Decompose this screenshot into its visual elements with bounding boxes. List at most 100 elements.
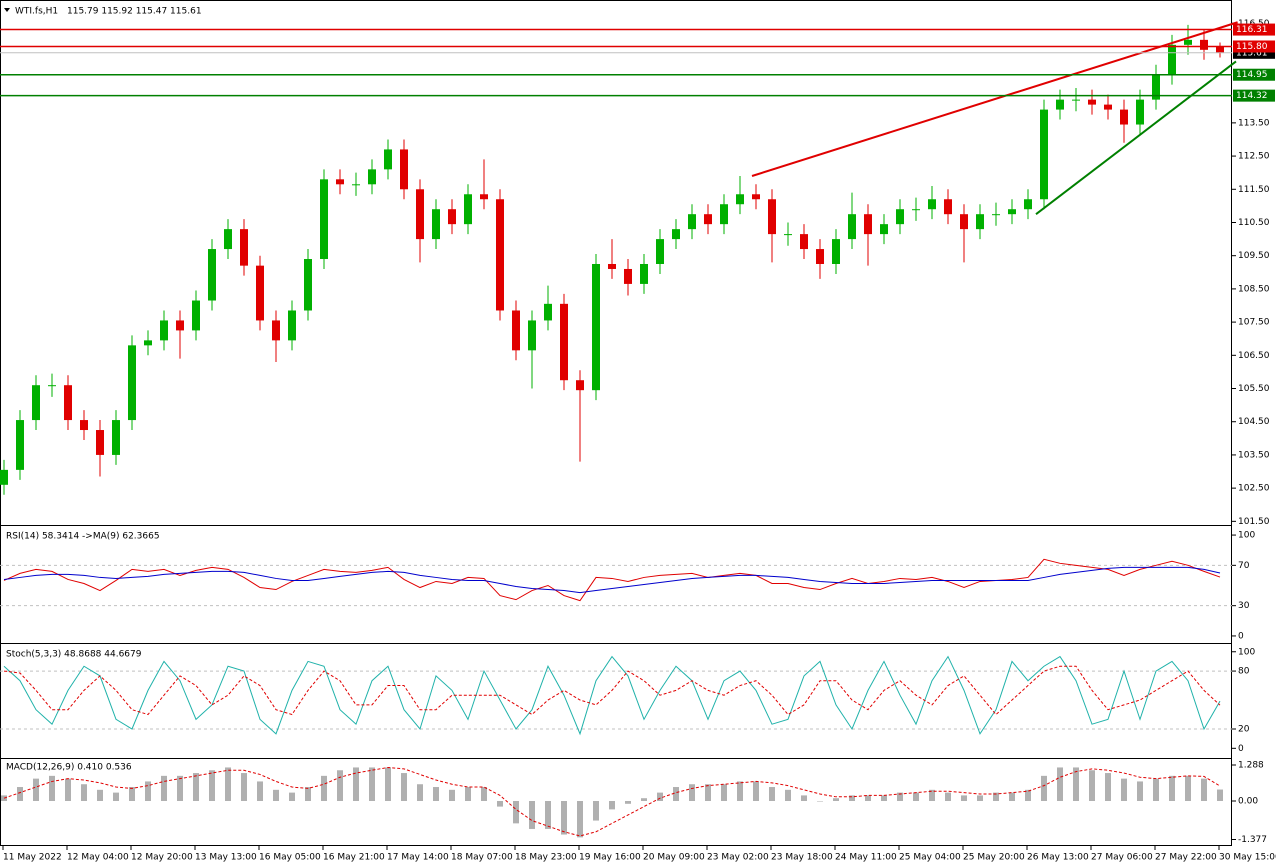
x-tick-label: 18 May 23:00 bbox=[515, 853, 577, 863]
candle-body bbox=[224, 229, 232, 250]
y-tick-label: 105.50 bbox=[1238, 384, 1270, 394]
histogram-bar bbox=[97, 789, 103, 802]
histogram-bar bbox=[81, 784, 87, 802]
histogram-bar bbox=[769, 787, 775, 802]
candle-body bbox=[640, 263, 648, 284]
histogram-bar bbox=[337, 770, 343, 802]
y-tick-label: 107.50 bbox=[1238, 318, 1270, 328]
y-tick-label: 112.50 bbox=[1238, 152, 1270, 162]
candle-body bbox=[752, 194, 760, 200]
candle-body bbox=[320, 179, 328, 260]
candle-body bbox=[256, 265, 264, 321]
level-box bbox=[1233, 40, 1275, 53]
candle-body bbox=[720, 204, 728, 225]
candle-body bbox=[768, 199, 776, 235]
histogram-bar bbox=[49, 775, 55, 802]
candle-body bbox=[960, 214, 968, 230]
level-box bbox=[1233, 68, 1275, 81]
menu-arrow[interactable] bbox=[4, 8, 10, 12]
y-tick-label: 100 bbox=[1238, 647, 1255, 657]
indicator-line bbox=[3, 655, 1221, 736]
histogram-bar bbox=[673, 787, 679, 802]
candle-body bbox=[880, 224, 888, 235]
histogram-bar bbox=[817, 801, 823, 802]
y-tick-label: 0 bbox=[1238, 631, 1244, 641]
candle-body bbox=[992, 214, 1000, 216]
x-tick-label: 11 May 2022 bbox=[3, 853, 62, 863]
histogram-bar bbox=[369, 767, 375, 802]
x-tick-label: 16 May 05:00 bbox=[259, 853, 321, 863]
histogram-bar bbox=[1105, 773, 1111, 802]
histogram-bar bbox=[993, 792, 999, 802]
histogram-bar bbox=[241, 773, 247, 802]
candle-body bbox=[608, 263, 616, 269]
histogram-bar bbox=[929, 789, 935, 802]
histogram-bar bbox=[353, 767, 359, 802]
histogram-bar bbox=[705, 784, 711, 802]
x-tick-label: 19 May 16:00 bbox=[579, 853, 641, 863]
histogram-bar bbox=[1025, 789, 1031, 802]
x-tick-label: 30 May 15:00 bbox=[1219, 853, 1276, 863]
level-label: 116.31 bbox=[1236, 25, 1268, 35]
y-tick-label: 1.288 bbox=[1238, 761, 1264, 771]
histogram-bar bbox=[145, 781, 151, 802]
indicator-line bbox=[3, 665, 1221, 716]
histogram-bar bbox=[593, 801, 599, 821]
candle-body bbox=[64, 385, 72, 421]
histogram-bar bbox=[433, 787, 439, 802]
histogram-bar bbox=[961, 795, 967, 802]
candle-body bbox=[800, 234, 808, 250]
ohlc-readout: 115.79 115.92 115.47 115.61 bbox=[67, 7, 202, 17]
histogram-bar bbox=[1217, 789, 1223, 802]
candle-body bbox=[192, 300, 200, 331]
histogram-bar bbox=[881, 795, 887, 802]
candle-body bbox=[704, 214, 712, 225]
candle-body bbox=[288, 310, 296, 341]
histogram-bar bbox=[545, 801, 551, 829]
histogram-bar bbox=[1089, 770, 1095, 802]
histogram-bar bbox=[1009, 792, 1015, 802]
candle-body bbox=[160, 320, 168, 341]
indicator-line bbox=[3, 558, 1221, 602]
y-tick-label: 80 bbox=[1238, 667, 1250, 677]
candle-body bbox=[592, 263, 600, 391]
candle-body bbox=[1072, 99, 1080, 101]
candle-body bbox=[1104, 104, 1112, 110]
level-label: 114.32 bbox=[1236, 91, 1268, 101]
histogram-bar bbox=[1185, 775, 1191, 802]
candle-body bbox=[672, 229, 680, 240]
histogram-bar bbox=[177, 775, 183, 802]
candle-body bbox=[384, 149, 392, 170]
histogram-bar bbox=[385, 767, 391, 802]
histogram-bar bbox=[321, 775, 327, 802]
histogram-bar bbox=[785, 789, 791, 802]
candle-body bbox=[432, 209, 440, 240]
histogram-bar bbox=[577, 801, 583, 838]
histogram-bar bbox=[849, 795, 855, 802]
candle-body bbox=[128, 345, 136, 421]
candle-body bbox=[464, 194, 472, 225]
candle-body bbox=[144, 340, 152, 346]
candle-body bbox=[240, 229, 248, 266]
candle-body bbox=[560, 303, 568, 381]
histogram-bar bbox=[449, 789, 455, 802]
y-tick-label: 113.50 bbox=[1238, 118, 1270, 128]
x-tick-label: 16 May 21:00 bbox=[323, 853, 385, 863]
histogram-bar bbox=[1153, 778, 1159, 802]
histogram-bar bbox=[977, 795, 983, 802]
histogram-bar bbox=[417, 784, 423, 802]
level-label: 114.95 bbox=[1236, 70, 1268, 80]
candle-body bbox=[336, 179, 344, 185]
histogram-bar bbox=[273, 789, 279, 802]
histogram-bar bbox=[945, 792, 951, 802]
histogram-bar bbox=[401, 773, 407, 802]
chart-title: WTI.fs,H1 bbox=[15, 7, 58, 17]
level-label: 115.80 bbox=[1236, 42, 1268, 52]
y-tick-label: 0 bbox=[1238, 744, 1244, 754]
trendline bbox=[751, 21, 1238, 177]
x-tick-label: 23 May 18:00 bbox=[771, 853, 833, 863]
candle-body bbox=[512, 310, 520, 351]
y-tick-label: 106.50 bbox=[1238, 351, 1270, 361]
candle-body bbox=[544, 303, 552, 321]
candle-body bbox=[736, 194, 744, 205]
